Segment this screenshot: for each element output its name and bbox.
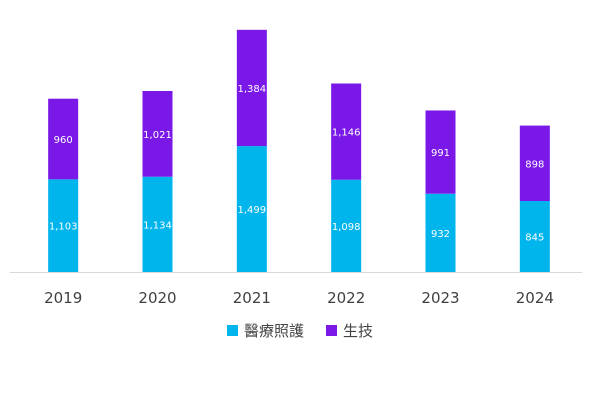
data-labels-layer: 1,103 960 1,134 1,021 1,499 1,384 1,098 1,146 93…	[49, 84, 545, 244]
bar-biotech-2021	[236, 29, 267, 147]
bar-medical-2024	[519, 201, 550, 272]
data-label-biotech-2023: 991	[431, 148, 450, 159]
x-tick-label-2024: 2024	[516, 289, 554, 307]
bar-medical-2019	[48, 179, 79, 272]
x-tick-label-2020: 2020	[138, 289, 176, 307]
legend-item-biotech: 生技	[326, 320, 373, 341]
data-label-medical-2020: 1,134	[143, 220, 172, 231]
legend-swatch-medical	[226, 325, 238, 336]
legend-label-medical: 醫療照護	[243, 322, 304, 340]
legend-swatch-biotech	[326, 325, 337, 336]
x-tick-label-2019: 2019	[44, 289, 82, 307]
bar-biotech-2024	[519, 125, 550, 202]
bar-biotech-2023	[425, 110, 456, 194]
x-tick-label-2023: 2023	[421, 289, 459, 307]
x-tick-label-2021: 2021	[233, 289, 271, 307]
x-tick-label-2022: 2022	[327, 289, 365, 307]
legend-item-medical: 醫療照護	[226, 320, 304, 341]
data-label-biotech-2022: 1,146	[332, 128, 361, 139]
data-label-medical-2022: 1,098	[332, 222, 361, 233]
bar-medical-2022	[331, 179, 362, 272]
bar-medical-2020	[142, 176, 173, 272]
data-label-medical-2023: 932	[431, 229, 450, 240]
data-label-medical-2024: 845	[525, 233, 544, 244]
bar-biotech-2020	[142, 90, 173, 177]
data-label-medical-2019: 1,103	[49, 222, 78, 233]
data-label-medical-2021: 1,499	[238, 205, 267, 216]
bar-biotech-2022	[331, 83, 362, 180]
bar-biotech-2019	[48, 98, 79, 180]
bar-medical-2023	[425, 193, 456, 272]
data-label-biotech-2024: 898	[525, 159, 544, 170]
data-label-biotech-2021: 1,384	[238, 84, 267, 95]
data-label-biotech-2020: 1,021	[143, 130, 172, 141]
bars-layer	[48, 29, 550, 272]
legend-label-biotech: 生技	[343, 322, 374, 340]
bar-medical-2021	[236, 146, 267, 272]
legend: 醫療照護 生技	[0, 320, 600, 341]
x-tick-labels: 2019 2020 2021 2022 2023 2024	[44, 289, 554, 307]
data-label-biotech-2019: 960	[54, 135, 73, 146]
